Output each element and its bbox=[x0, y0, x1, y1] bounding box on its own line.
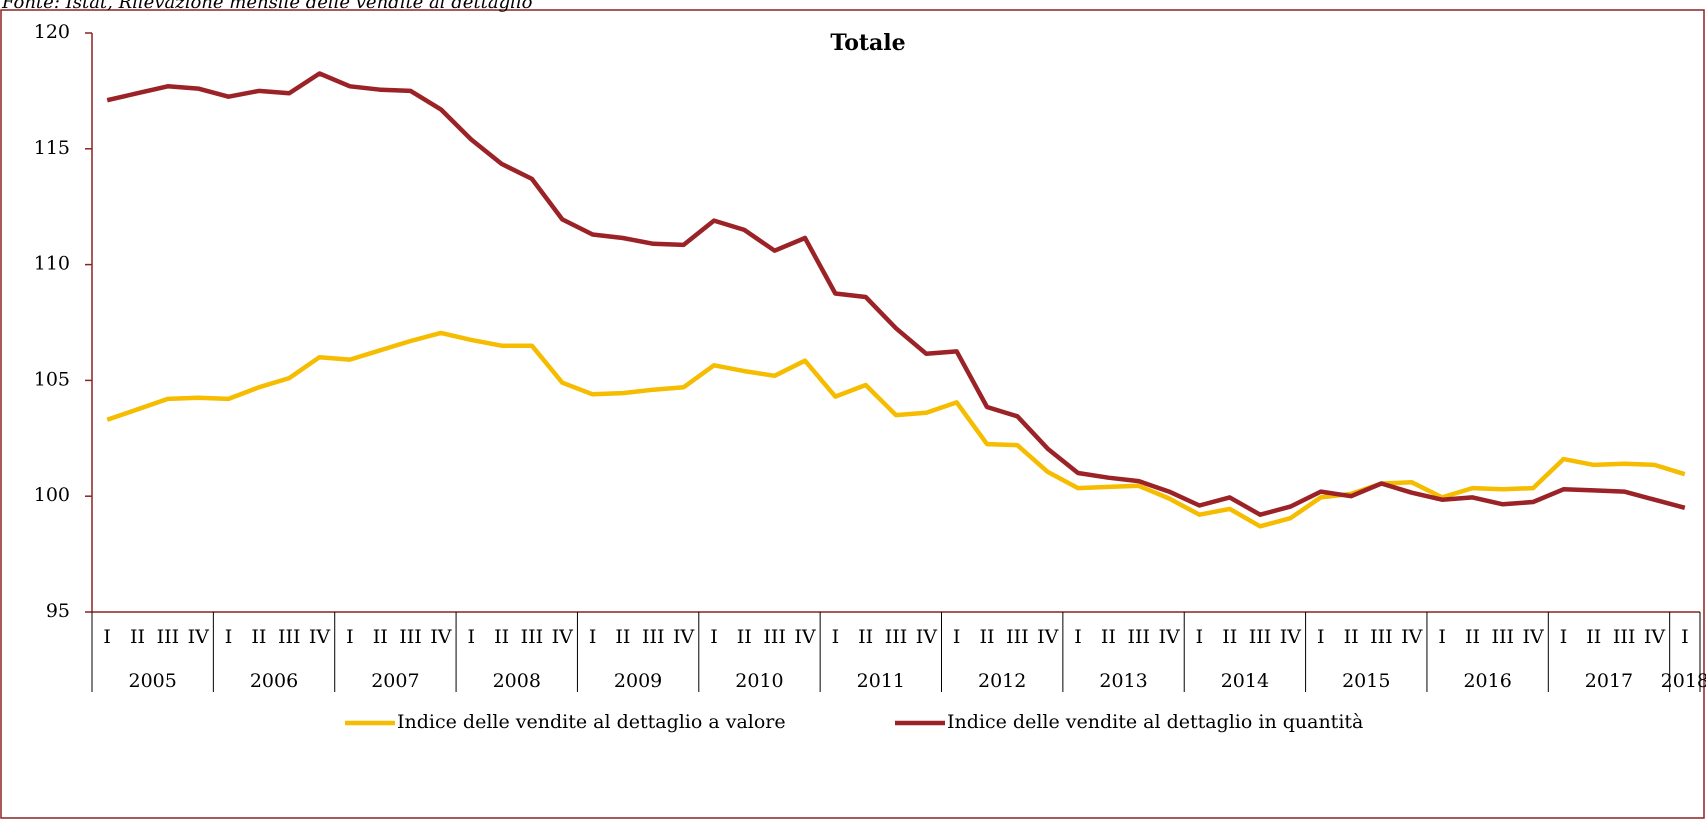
x-tick-label: I bbox=[103, 626, 111, 648]
y-tick-label: 100 bbox=[34, 484, 70, 506]
legend-label: Indice delle vendite al dettaglio a valo… bbox=[397, 711, 786, 733]
x-tick-label: IV bbox=[673, 626, 695, 648]
year-label: 2016 bbox=[1463, 670, 1511, 692]
x-tick-label: III bbox=[763, 626, 786, 648]
x-tick-label: IV bbox=[1280, 626, 1302, 648]
year-label: 2017 bbox=[1585, 670, 1633, 692]
x-tick-label: II bbox=[494, 626, 509, 648]
year-label: 2007 bbox=[371, 670, 419, 692]
year-label: 2012 bbox=[978, 670, 1026, 692]
legend-label: Indice delle vendite al dettaglio in qua… bbox=[947, 711, 1363, 733]
x-tick-label: III bbox=[1492, 626, 1515, 648]
x-tick-label: III bbox=[157, 626, 180, 648]
x-tick-label: III bbox=[278, 626, 301, 648]
x-tick-label: I bbox=[832, 626, 840, 648]
y-tick-label: 115 bbox=[34, 137, 70, 159]
x-tick-label: IV bbox=[309, 626, 331, 648]
year-label: 2010 bbox=[735, 670, 783, 692]
x-tick-label: II bbox=[373, 626, 388, 648]
x-tick-label: II bbox=[858, 626, 873, 648]
x-tick-label: II bbox=[130, 626, 145, 648]
y-tick-label: 95 bbox=[46, 600, 70, 622]
y-tick-label: 105 bbox=[34, 368, 70, 390]
x-tick-label: III bbox=[1613, 626, 1636, 648]
year-label: 2011 bbox=[857, 670, 905, 692]
x-tick-label: III bbox=[1006, 626, 1029, 648]
x-tick-label: III bbox=[1370, 626, 1393, 648]
x-tick-label: I bbox=[225, 626, 233, 648]
x-tick-label: II bbox=[615, 626, 630, 648]
x-tick-label: II bbox=[1222, 626, 1237, 648]
chart-title: Totale bbox=[830, 30, 905, 56]
x-tick-label: II bbox=[737, 626, 752, 648]
x-tick-label: II bbox=[980, 626, 995, 648]
year-label: 2013 bbox=[1099, 670, 1147, 692]
y-tick-label: 110 bbox=[34, 253, 70, 275]
year-label: 2006 bbox=[250, 670, 298, 692]
x-tick-label: IV bbox=[1158, 626, 1180, 648]
year-label: 2008 bbox=[493, 670, 541, 692]
y-tick-label: 120 bbox=[34, 21, 70, 43]
series-line bbox=[106, 71, 1686, 517]
x-tick-label: III bbox=[1249, 626, 1272, 648]
x-tick-label: I bbox=[710, 626, 718, 648]
x-tick-label: IV bbox=[1644, 626, 1666, 648]
x-tick-label: IV bbox=[188, 626, 210, 648]
x-tick-label: I bbox=[1074, 626, 1082, 648]
x-tick-label: IV bbox=[552, 626, 574, 648]
x-tick-label: III bbox=[521, 626, 544, 648]
x-tick-label: I bbox=[589, 626, 597, 648]
x-tick-label: IV bbox=[1401, 626, 1423, 648]
x-tick-label: I bbox=[1317, 626, 1325, 648]
year-label: 2009 bbox=[614, 670, 662, 692]
x-tick-label: IV bbox=[430, 626, 452, 648]
x-tick-label: I bbox=[1196, 626, 1204, 648]
x-tick-label: I bbox=[953, 626, 961, 648]
year-label: 2015 bbox=[1342, 670, 1390, 692]
x-tick-label: II bbox=[1586, 626, 1601, 648]
year-label: 2018 bbox=[1661, 670, 1706, 692]
x-tick-label: II bbox=[1101, 626, 1116, 648]
series-line bbox=[106, 330, 1686, 529]
year-label: 2005 bbox=[128, 670, 176, 692]
year-label: 2014 bbox=[1221, 670, 1269, 692]
x-tick-label: I bbox=[1438, 626, 1446, 648]
x-tick-label: III bbox=[885, 626, 908, 648]
x-tick-label: IV bbox=[916, 626, 938, 648]
x-tick-label: III bbox=[1127, 626, 1150, 648]
x-tick-label: II bbox=[1465, 626, 1480, 648]
x-tick-label: IV bbox=[1523, 626, 1545, 648]
x-tick-label: III bbox=[399, 626, 422, 648]
x-tick-label: I bbox=[467, 626, 475, 648]
x-tick-label: III bbox=[642, 626, 665, 648]
x-tick-label: IV bbox=[794, 626, 816, 648]
x-tick-label: I bbox=[346, 626, 354, 648]
x-tick-label: I bbox=[1560, 626, 1568, 648]
x-tick-label: IV bbox=[1037, 626, 1059, 648]
x-tick-label: II bbox=[251, 626, 266, 648]
x-tick-label: II bbox=[1344, 626, 1359, 648]
x-tick-label: I bbox=[1681, 626, 1689, 648]
chart-border bbox=[0, 9, 1705, 819]
source-note: Fonte: Istat, Rilevazione mensile delle … bbox=[1, 0, 533, 13]
